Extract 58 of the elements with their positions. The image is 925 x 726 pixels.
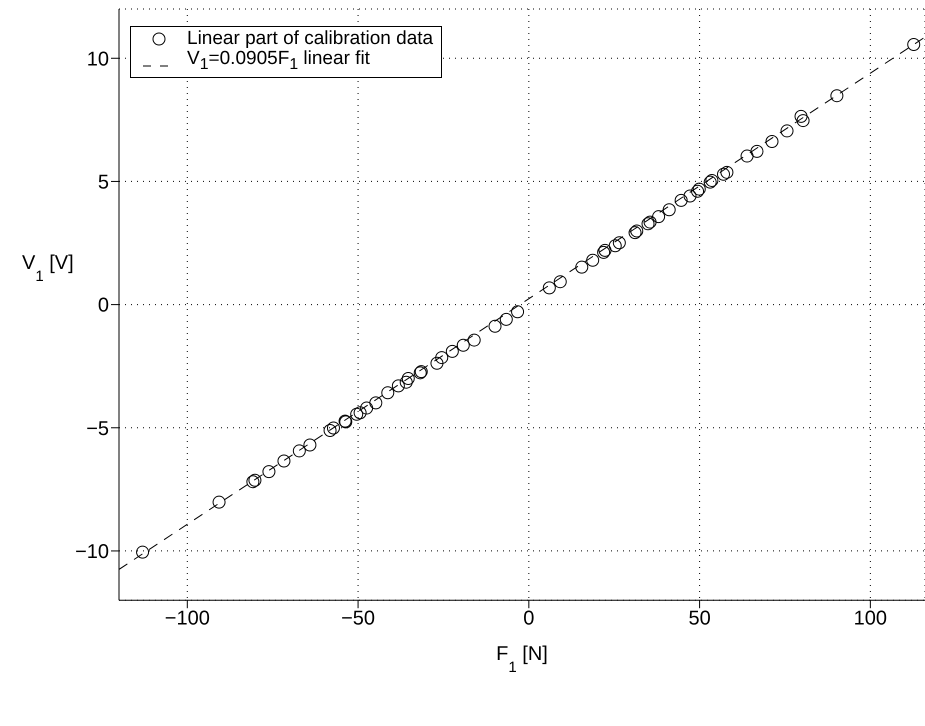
point: [542, 281, 556, 294]
point: [435, 351, 448, 364]
point: [292, 444, 306, 458]
y-tick-label: 5: [98, 172, 109, 194]
point: [794, 110, 808, 123]
point: [575, 260, 588, 274]
point: [717, 168, 730, 181]
point: [488, 320, 502, 333]
point: [350, 408, 364, 421]
point: [392, 379, 405, 392]
point: [381, 386, 394, 400]
point: [662, 203, 676, 216]
point: [136, 546, 150, 559]
point: [674, 194, 688, 207]
x-tick-label: 50: [688, 607, 711, 630]
point: [765, 135, 778, 148]
legend-label: V$_{1}$=0.0905F$_{1}$ linear fit: [187, 48, 370, 75]
point: [608, 239, 622, 252]
point: [262, 465, 276, 478]
point: [354, 406, 367, 420]
point: [796, 114, 810, 128]
point: [720, 166, 734, 179]
point: [780, 124, 794, 138]
point: [652, 210, 666, 224]
point: [612, 236, 626, 250]
point: [586, 254, 600, 267]
point: [511, 305, 524, 318]
point: [402, 372, 415, 385]
point: [684, 189, 697, 202]
y-tick-label: 0: [98, 294, 109, 317]
y-axis-title: V$_{1}$ [V]: [22, 252, 74, 284]
point: [740, 150, 754, 163]
point: [468, 334, 481, 347]
point: [400, 376, 413, 389]
x-tick-label: 0: [523, 607, 534, 630]
point: [446, 344, 459, 358]
point: [554, 275, 567, 288]
point: [456, 338, 470, 352]
point: [303, 438, 316, 452]
y-tick-label: −10: [75, 541, 109, 564]
x-tick-label: −50: [341, 607, 376, 630]
point: [907, 38, 920, 51]
point: [324, 424, 337, 437]
y-tick-label: 10: [86, 48, 109, 70]
point: [369, 396, 382, 410]
point: [326, 422, 340, 435]
x-axis-title: F$_{1}$ [N]: [496, 643, 548, 676]
x-tick-label: −100: [164, 607, 210, 630]
x-tick-label: 100: [854, 607, 888, 630]
point: [750, 144, 764, 158]
point: [277, 454, 290, 468]
point: [830, 89, 844, 102]
point: [500, 312, 513, 326]
y-tick-label: −5: [86, 418, 109, 440]
point: [430, 356, 444, 370]
point: [212, 496, 226, 509]
point: [360, 402, 374, 415]
legend-label: Linear part of calibration data: [187, 28, 434, 49]
